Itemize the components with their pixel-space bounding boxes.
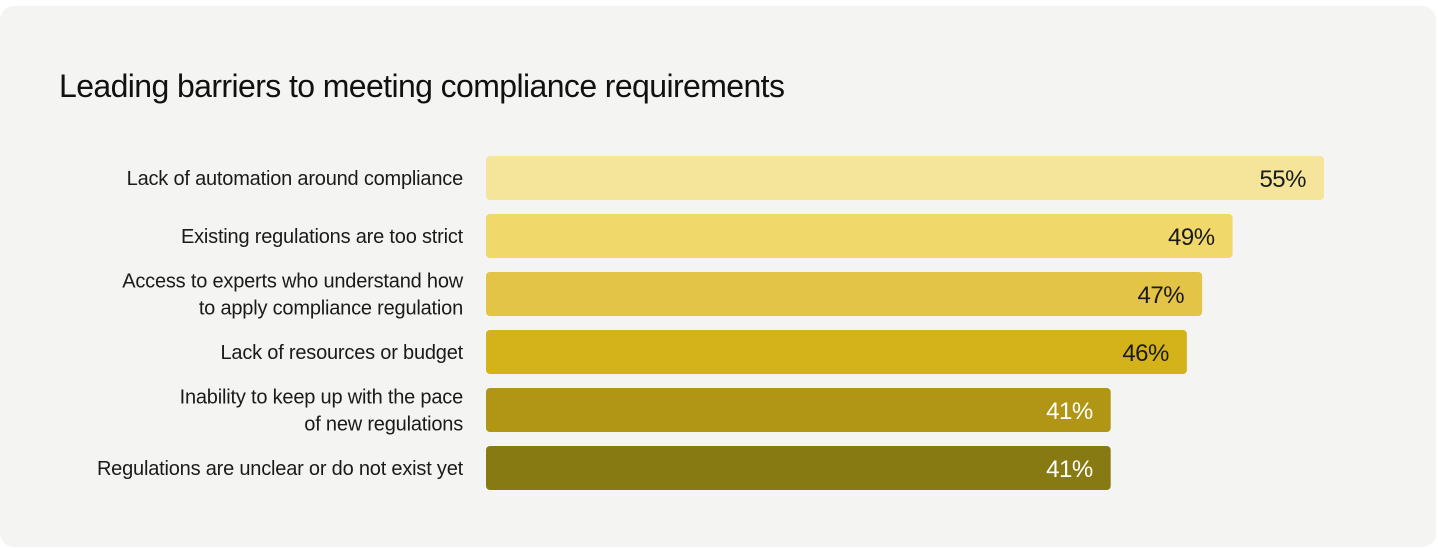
- bar-row: 49% Existing regulations are too strict: [181, 214, 1233, 258]
- bar: [486, 330, 1187, 374]
- category-label: Regulations are unclear or do not exist …: [97, 458, 464, 480]
- bar-row: 55% Lack of automation around compliance: [127, 156, 1324, 200]
- bar: [486, 388, 1111, 432]
- bar: [486, 446, 1111, 490]
- bar-row: 47% Access to experts who understand how t…: [122, 271, 1203, 320]
- category-label: Inability to keep up with the pace: [180, 387, 463, 409]
- bar: [486, 214, 1233, 258]
- category-label: Lack of automation around compliance: [127, 168, 463, 190]
- bar-row: 46% Lack of resources or budget: [220, 330, 1187, 374]
- category-label: Lack of resources or budget: [220, 342, 463, 364]
- bar-value-label: 46%: [1122, 340, 1169, 367]
- bar-value-label: 49%: [1168, 224, 1215, 251]
- category-label: Existing regulations are too strict: [181, 226, 464, 248]
- category-label: Access to experts who understand how: [122, 271, 464, 293]
- bar-value-label: 41%: [1046, 398, 1093, 425]
- bar-value-label: 55%: [1259, 166, 1306, 193]
- chart-title: Leading barriers to meeting compliance r…: [59, 68, 785, 104]
- bar: [486, 156, 1324, 200]
- category-label: to apply compliance regulation: [199, 298, 463, 320]
- bar-row: 41% Inability to keep up with the pace of …: [180, 387, 1111, 436]
- bar-value-label: 41%: [1046, 456, 1093, 483]
- bar-row: 41% Regulations are unclear or do not exi…: [97, 446, 1111, 490]
- bar: [486, 272, 1203, 316]
- category-label: of new regulations: [304, 414, 463, 436]
- bar-value-label: 47%: [1138, 282, 1185, 309]
